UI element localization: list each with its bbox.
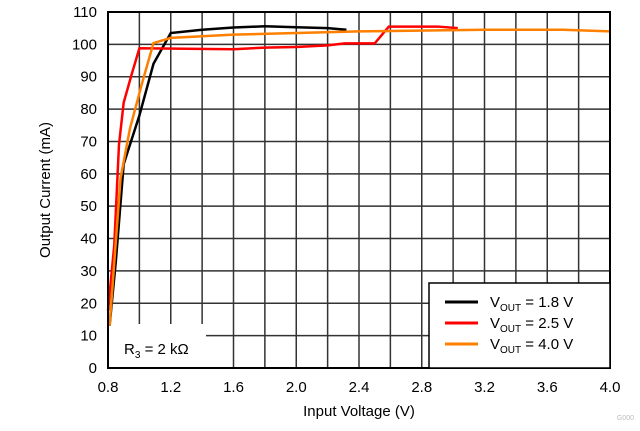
y-tick-label: 100: [72, 36, 97, 53]
y-tick-label: 50: [80, 198, 97, 215]
y-axis-label: Output Current (mA): [37, 122, 54, 258]
y-tick-label: 70: [80, 133, 97, 150]
series-line-0: [108, 24, 347, 327]
series-line-1: [106, 25, 458, 312]
legend-label: VOUT = 2.5 V: [490, 315, 573, 335]
y-tick-label: 110: [73, 4, 97, 21]
r3-annotation: R3 = 2 kΩ: [124, 341, 189, 361]
x-tick-label: 2.0: [286, 379, 307, 396]
x-tick-label: 0.8: [98, 379, 119, 396]
x-tick-label: 2.4: [349, 379, 370, 396]
x-axis-label: Input Voltage (V): [303, 403, 415, 420]
y-tick-label: 60: [80, 166, 97, 183]
legend-label: VOUT = 4.0 V: [490, 336, 573, 356]
legend-label: VOUT = 1.8 V: [490, 294, 573, 314]
x-tick-label: 3.6: [537, 379, 558, 396]
y-tick-label: 20: [80, 295, 97, 312]
y-tick-label: 40: [80, 231, 97, 248]
series-line-2: [108, 28, 611, 327]
x-tick-label: 1.2: [160, 379, 181, 396]
watermark: G000: [617, 415, 634, 422]
y-tick-label: 0: [89, 360, 97, 377]
y-tick-label: 80: [80, 101, 97, 118]
x-tick-label: 1.6: [223, 379, 244, 396]
x-tick-label: 4.0: [600, 379, 621, 396]
legend-box: [428, 282, 611, 369]
y-tick-label: 10: [80, 328, 97, 345]
annotation-box: [109, 324, 206, 367]
tick-labels: 0.8 1.2 1.6 2.0 2.4 2.8 3.2 3.6 4.0 0 10 20 30 40 50 60…: [72, 4, 620, 396]
x-tick-label: 2.8: [411, 379, 432, 396]
y-tick-label: 90: [80, 69, 97, 86]
series-lines: [106, 24, 611, 327]
plot-frame: [107, 11, 611, 369]
x-tick-label: 3.2: [474, 379, 495, 396]
y-tick-label: 30: [80, 263, 97, 280]
